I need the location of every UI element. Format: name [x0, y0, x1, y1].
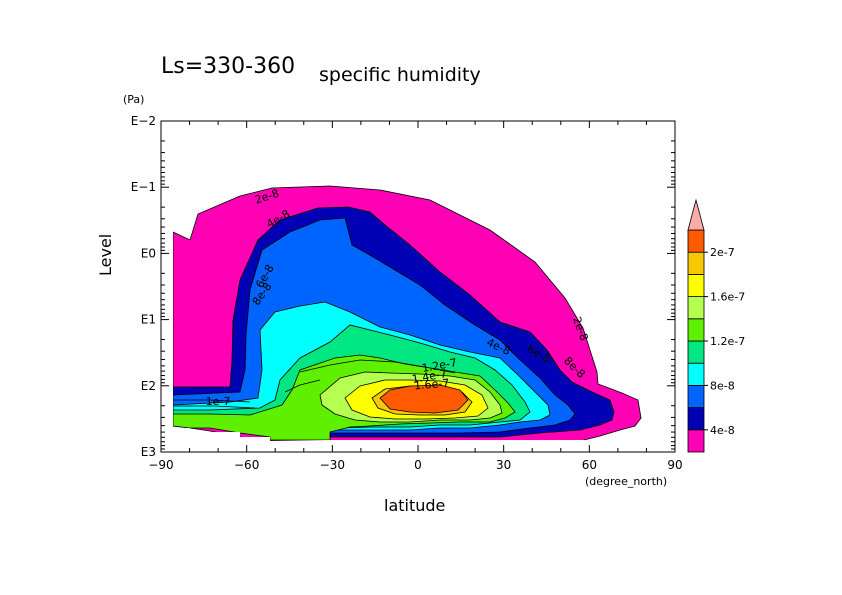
contour-labels: 2e-84e-86e-88e-81e-71.2e-71.4e-71.6e-72e… — [206, 187, 591, 408]
x-axis: −90 −60 −30 0 30 60 90 — [148, 121, 683, 472]
colorbar-overflow — [687, 198, 705, 231]
y-axis: E−2 E−1 E0 E1 E2 E3 — [131, 114, 675, 459]
contour-fill-2e-7 — [379, 384, 469, 414]
below-surface-mask-steps — [161, 428, 270, 452]
colorbar-tick-label: 2e-7 — [710, 246, 735, 259]
contour-label: 1.4e-7 — [411, 367, 448, 386]
y-tick-label: E2 — [141, 379, 156, 393]
contour-label: 1.2e-7 — [421, 356, 458, 375]
y-axis-units: (Pa) — [123, 93, 145, 106]
chart-title: Ls=330-360 — [161, 54, 296, 79]
x-tick-label: −30 — [320, 458, 345, 472]
colorbar-segment — [687, 429, 705, 453]
colorbar-tick-label: 1.2e-7 — [710, 335, 745, 348]
empty-region-corner — [161, 232, 173, 430]
contour-line-lower-left — [173, 399, 251, 403]
y-tick-label: E0 — [141, 246, 156, 260]
colorbar-segment — [687, 407, 705, 431]
x-tick-label: 30 — [496, 458, 511, 472]
colorbar: 4e-8 8e-8 1.2e-7 1.6e-7 2e-7 — [687, 198, 745, 453]
x-tick-label: 90 — [667, 458, 682, 472]
y-tick-label: E−2 — [131, 114, 156, 128]
contour-line-inner-2 — [284, 379, 321, 393]
x-axis-label: latitude — [384, 496, 446, 515]
y-tick-label: E1 — [141, 313, 156, 327]
x-tick-label: 0 — [414, 458, 422, 472]
contour-label: 1e-7 — [206, 395, 231, 408]
contour-line-inner-1 — [299, 359, 456, 374]
colorbar-tick-label: 8e-8 — [710, 379, 735, 392]
y-tick-label: E−1 — [131, 180, 156, 194]
x-axis-units: (degree_north) — [585, 475, 668, 488]
colorbar-segment — [687, 229, 705, 253]
x-tick-label: −60 — [234, 458, 259, 472]
x-tick-label: −90 — [148, 458, 173, 472]
contour-line-lower-left-2 — [173, 405, 256, 409]
contour-label: 1.6e-7 — [414, 377, 450, 393]
contour-fills — [161, 121, 675, 452]
empty-region-left — [161, 121, 173, 232]
colorbar-segment — [687, 384, 705, 408]
colorbar-segment — [687, 273, 705, 297]
colorbar-segment — [687, 318, 705, 342]
colorbar-tick-label: 1.6e-7 — [710, 291, 745, 304]
colorbar-segment — [687, 251, 705, 275]
colorbar-segment — [687, 340, 705, 364]
colorbar-segment — [687, 296, 705, 320]
plot-area: 2e-84e-86e-88e-81e-71.2e-71.4e-71.6e-72e… — [131, 114, 683, 472]
chart-subtitle: specific humidity — [319, 64, 481, 86]
empty-region-bottom — [270, 440, 675, 452]
y-tick-label: E3 — [141, 445, 156, 459]
x-tick-label: 60 — [582, 458, 597, 472]
colorbar-segment — [687, 362, 705, 386]
colorbar-tick-label: 4e-8 — [710, 424, 735, 437]
